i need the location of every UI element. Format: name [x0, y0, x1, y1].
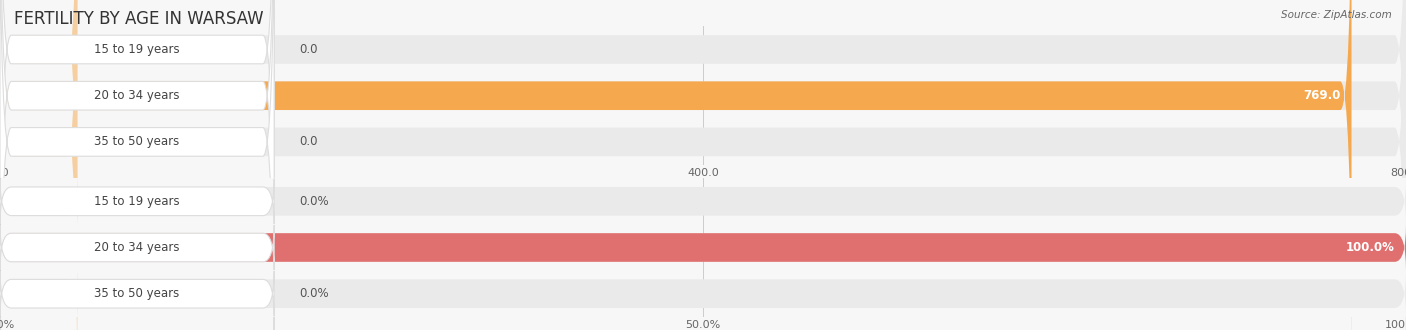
Text: 20 to 34 years: 20 to 34 years	[94, 241, 180, 254]
Text: 0.0: 0.0	[299, 135, 318, 148]
Text: 0.0%: 0.0%	[299, 195, 329, 208]
Text: 15 to 19 years: 15 to 19 years	[94, 195, 180, 208]
FancyBboxPatch shape	[0, 179, 77, 224]
Text: 20 to 34 years: 20 to 34 years	[94, 89, 180, 102]
FancyBboxPatch shape	[0, 225, 274, 270]
FancyBboxPatch shape	[0, 225, 1406, 270]
Text: 769.0: 769.0	[1303, 89, 1340, 102]
FancyBboxPatch shape	[0, 0, 77, 330]
Text: 100.0%: 100.0%	[1346, 241, 1395, 254]
FancyBboxPatch shape	[0, 179, 1406, 224]
FancyBboxPatch shape	[0, 271, 77, 316]
Text: 35 to 50 years: 35 to 50 years	[94, 135, 180, 148]
FancyBboxPatch shape	[0, 179, 274, 224]
Text: 0.0: 0.0	[299, 43, 318, 56]
FancyBboxPatch shape	[0, 271, 1406, 316]
Text: FERTILITY BY AGE IN WARSAW: FERTILITY BY AGE IN WARSAW	[14, 10, 264, 28]
Text: 35 to 50 years: 35 to 50 years	[94, 287, 180, 300]
FancyBboxPatch shape	[0, 0, 274, 330]
Text: 15 to 19 years: 15 to 19 years	[94, 43, 180, 56]
FancyBboxPatch shape	[0, 0, 77, 330]
FancyBboxPatch shape	[0, 0, 274, 330]
FancyBboxPatch shape	[0, 0, 1351, 330]
Text: 0.0%: 0.0%	[299, 287, 329, 300]
FancyBboxPatch shape	[0, 0, 274, 330]
Text: Source: ZipAtlas.com: Source: ZipAtlas.com	[1281, 10, 1392, 20]
FancyBboxPatch shape	[0, 225, 1406, 270]
FancyBboxPatch shape	[0, 271, 274, 316]
